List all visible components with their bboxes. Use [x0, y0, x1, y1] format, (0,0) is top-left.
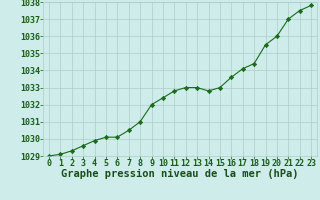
X-axis label: Graphe pression niveau de la mer (hPa): Graphe pression niveau de la mer (hPa) [61, 169, 299, 179]
